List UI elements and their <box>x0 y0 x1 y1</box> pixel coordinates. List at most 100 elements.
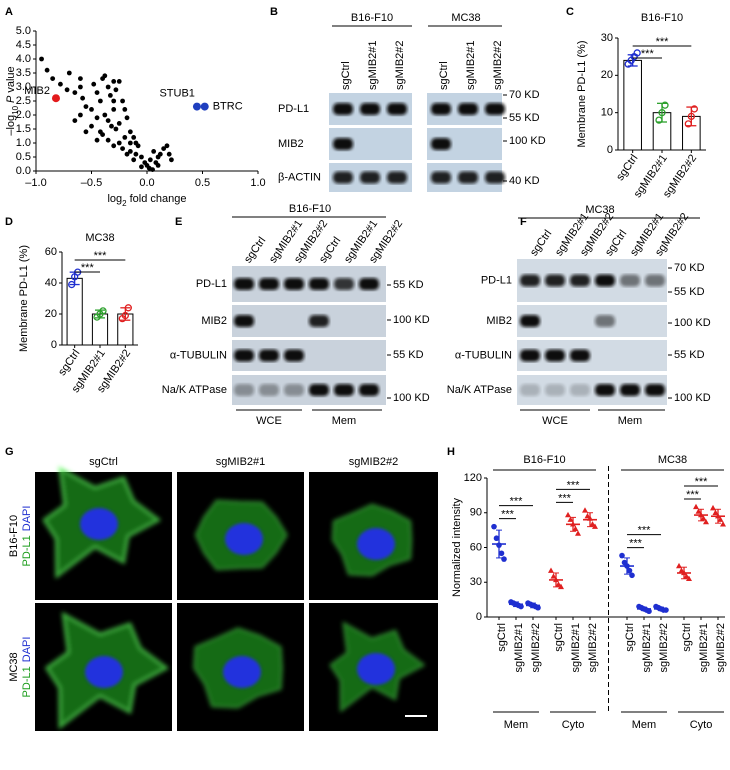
replicate-point <box>498 550 505 557</box>
replicate-point <box>678 567 685 573</box>
y-axis-label: Membrane PD-L1 (%) <box>576 41 588 148</box>
replicate-point <box>518 603 524 610</box>
x-tick-label: sgMIB2#1 <box>570 623 582 673</box>
lane-label: sgCtrl <box>242 235 268 265</box>
x-tick-label: sgCtrl <box>496 623 508 652</box>
blot-band <box>458 171 478 184</box>
x-axis-label-part: fold change <box>130 193 187 205</box>
blot-panel <box>517 305 667 337</box>
point <box>122 107 128 112</box>
y-tick-label: 1.5 <box>16 123 31 135</box>
blot-band <box>360 171 380 184</box>
blot-band <box>359 384 379 396</box>
point <box>78 84 83 90</box>
blot-row-label: MIB2 <box>201 315 227 327</box>
row-label: MC38 <box>8 652 20 681</box>
blot-band <box>259 349 279 362</box>
sig-label: *** <box>638 525 652 537</box>
point <box>111 143 117 149</box>
y-tick-label: 2.5 <box>16 95 31 107</box>
highlight-label: MIB2 <box>24 85 50 97</box>
blot-row-label: MIB2 <box>486 315 512 327</box>
point <box>94 90 100 95</box>
blot-band <box>284 384 304 396</box>
blot-band <box>595 274 615 287</box>
y-tick-label: 10 <box>601 107 613 119</box>
lane-label: sgMIB2#2 <box>394 40 406 90</box>
point <box>127 140 133 146</box>
blot-row-label: MIB2 <box>278 138 304 150</box>
blot-band <box>458 103 478 115</box>
replicate-point <box>687 112 695 121</box>
blot-band <box>431 138 451 150</box>
point <box>97 98 103 104</box>
replicate-point <box>548 567 554 573</box>
point <box>133 151 139 157</box>
point <box>151 149 157 154</box>
blot-band <box>234 349 254 362</box>
x-tick-label: sgCtrl <box>624 623 636 652</box>
point <box>44 67 50 73</box>
point <box>105 118 111 123</box>
blot-band <box>545 384 565 396</box>
blot-band <box>645 384 665 396</box>
x-tick-label: sgMIB2#1 <box>698 623 710 673</box>
blot-band <box>520 315 540 327</box>
lane-label: sgMIB2#2 <box>492 40 504 90</box>
lane-label: sgCtrl <box>340 61 352 90</box>
replicate-point <box>676 562 682 569</box>
x-tick-label: sgMIB2#2 <box>587 623 599 673</box>
marker-label: 100 KD <box>674 317 711 329</box>
y-tick-label: 60 <box>45 246 57 258</box>
lane-label: sgMIB2#1 <box>465 40 477 90</box>
blot-band <box>485 171 505 184</box>
chart-title: MC38 <box>85 232 114 244</box>
point <box>111 79 117 84</box>
y-tick-label: 0 <box>51 339 57 351</box>
point <box>111 107 117 112</box>
point <box>127 129 133 135</box>
x-tick-label: sgMIB2#1 <box>513 623 525 673</box>
y-tick-label: 0 <box>476 611 482 623</box>
blot-band <box>520 384 540 396</box>
replicate-point <box>572 525 579 532</box>
blot-band <box>309 315 329 327</box>
sig-label: *** <box>510 496 524 508</box>
x-tick-label: 0.0 <box>139 177 154 189</box>
point <box>105 137 111 143</box>
replicate-point <box>646 608 652 615</box>
x-tick-label: 0.5 <box>195 177 210 189</box>
panel-label: H <box>447 446 455 458</box>
y-tick-label: 5.0 <box>16 25 31 37</box>
cell-nucleus <box>357 528 395 560</box>
blot-row-label: α-TUBULIN <box>170 349 227 361</box>
point <box>89 107 94 112</box>
highlight-point <box>51 94 60 103</box>
x-tick-label: sgMIB2#1 <box>641 623 653 673</box>
blot-row-label: PD-L1 <box>196 278 227 290</box>
replicate-point <box>712 509 719 515</box>
blot-group-header: MC38 <box>451 12 480 24</box>
point <box>127 149 133 154</box>
blot-band <box>570 384 590 396</box>
blot-band <box>520 349 540 362</box>
point <box>66 70 72 76</box>
lane-label: sgCtrl <box>603 228 629 258</box>
blot-band <box>485 103 505 115</box>
marker-label: 40 KD <box>509 175 540 187</box>
sig-label: *** <box>81 262 95 274</box>
y-axis-label-part: P <box>5 95 17 103</box>
replicate-point <box>629 572 635 579</box>
x-tick-label: sgCtrl <box>681 623 693 652</box>
replicate-point <box>683 573 690 579</box>
y-tick-label: 20 <box>45 308 57 320</box>
stain-label: PD-L1 DAPI <box>21 506 33 567</box>
blot-row-label: PD-L1 <box>481 274 512 286</box>
panel-label: D <box>5 216 13 228</box>
point <box>94 115 100 121</box>
blot-row-label: Na/K ATPase <box>162 384 227 396</box>
blot-band <box>545 274 565 287</box>
lane-label: sgCtrl <box>528 228 554 258</box>
y-tick-label: 4.5 <box>16 39 31 51</box>
point <box>83 129 89 135</box>
